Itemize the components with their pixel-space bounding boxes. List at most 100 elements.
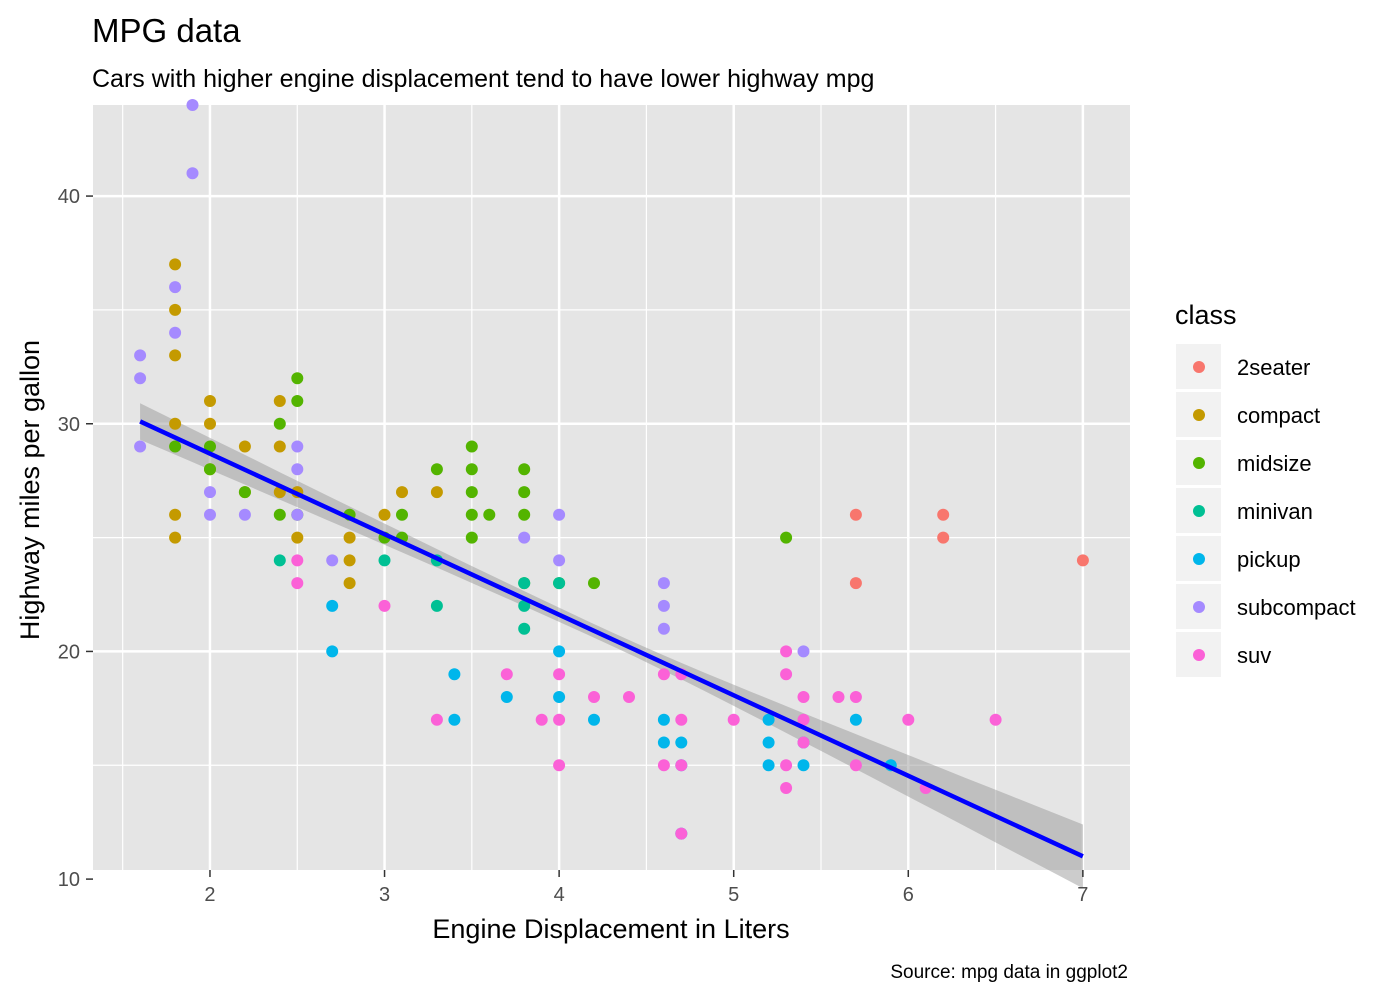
point-compact-3	[169, 417, 182, 430]
point-subcompact-16	[553, 554, 566, 567]
point-minivan-4	[518, 577, 531, 590]
legend-label-midsize: midsize	[1237, 451, 1312, 476]
point-subcompact-5	[186, 99, 199, 111]
point-subcompact-15	[553, 508, 566, 521]
point-pickup-17	[797, 759, 810, 772]
point-suv-5	[535, 713, 548, 726]
point-subcompact-20	[797, 645, 810, 658]
point-suv-12	[657, 759, 670, 772]
point-pickup-0	[326, 599, 339, 612]
point-compact-16	[343, 531, 356, 544]
point-compact-21	[430, 486, 443, 499]
point-pickup-6	[553, 691, 566, 703]
point-midsize-0	[169, 440, 182, 453]
point-midsize-7	[291, 395, 304, 407]
y-tick-label-3: 40	[58, 186, 80, 208]
point-compact-20	[396, 486, 408, 499]
legend-title: class	[1175, 300, 1237, 330]
point-pickup-18	[849, 713, 862, 726]
legend-marker-compact	[1193, 409, 1205, 421]
point-suv-19	[780, 668, 793, 681]
legend-marker-minivan	[1193, 505, 1205, 517]
y-axis-title: Highway miles per gallon	[15, 340, 45, 640]
point-pickup-15	[762, 759, 775, 772]
point-subcompact-6	[186, 167, 199, 180]
point-compact-1	[169, 303, 182, 316]
y-tick-label-0: 10	[58, 869, 80, 891]
legend-label-subcompact: subcompact	[1237, 595, 1356, 620]
legend-marker-subcompact	[1193, 601, 1205, 613]
point-subcompact-2	[134, 440, 147, 453]
point-2seater-0	[849, 508, 862, 521]
point-midsize-19	[483, 508, 496, 521]
point-pickup-5	[553, 645, 566, 658]
legend-label-compact: compact	[1237, 403, 1320, 428]
point-pickup-13	[762, 713, 775, 726]
point-pickup-3	[448, 713, 461, 726]
point-suv-4	[500, 668, 513, 681]
point-suv-21	[780, 782, 793, 794]
point-pickup-4	[500, 691, 513, 703]
point-pickup-1	[326, 645, 339, 658]
point-compact-11	[273, 395, 286, 407]
point-subcompact-14	[518, 531, 531, 544]
point-midsize-16	[465, 486, 478, 499]
point-compact-0	[169, 258, 182, 271]
legend-label-suv: suv	[1237, 643, 1271, 668]
point-subcompact-17	[657, 577, 670, 590]
point-midsize-2	[204, 463, 216, 476]
point-midsize-1	[204, 440, 216, 453]
point-pickup-9	[657, 736, 670, 749]
point-compact-6	[204, 395, 216, 407]
point-suv-15	[675, 759, 688, 772]
point-midsize-5	[273, 508, 286, 521]
point-minivan-7	[553, 577, 566, 590]
point-suv-20	[780, 759, 793, 772]
confidence-band	[140, 403, 1083, 889]
point-suv-3	[430, 713, 443, 726]
point-suv-24	[797, 736, 810, 749]
point-suv-8	[553, 759, 566, 772]
confidence-ribbon	[140, 403, 1083, 889]
x-axis-ticks: 2 3 4 5 6 7	[204, 870, 1088, 906]
chart-subtitle: Cars with higher engine displacement ten…	[92, 65, 874, 93]
point-suv-28	[902, 713, 915, 726]
point-suv-18	[780, 645, 793, 658]
point-suv-27	[849, 759, 862, 772]
point-subcompact-12	[291, 508, 304, 521]
point-midsize-13	[430, 463, 443, 476]
point-subcompact-8	[204, 508, 216, 521]
point-subcompact-0	[134, 349, 147, 362]
x-tick-label-5: 7	[1077, 884, 1088, 906]
point-compact-18	[343, 577, 356, 590]
point-suv-14	[675, 713, 688, 726]
point-minivan-5	[518, 599, 531, 612]
point-pickup-8	[657, 713, 670, 726]
point-2seater-1	[849, 577, 862, 590]
point-midsize-6	[291, 372, 304, 385]
point-compact-12	[273, 440, 286, 453]
point-compact-15	[291, 531, 304, 544]
point-subcompact-18	[657, 599, 670, 612]
point-suv-23	[797, 713, 810, 726]
point-midsize-20	[518, 463, 531, 476]
point-suv-26	[849, 691, 862, 703]
point-midsize-21	[518, 486, 531, 499]
x-tick-label-1: 3	[379, 884, 390, 906]
point-suv-25	[832, 691, 845, 703]
point-midsize-26	[780, 531, 793, 544]
regression-line	[139, 419, 1084, 859]
chart-caption: Source: mpg data in ggplot2	[890, 962, 1128, 983]
point-minivan-0	[273, 554, 286, 567]
point-compact-19	[378, 508, 391, 521]
legend-marker-suv	[1193, 649, 1205, 661]
point-subcompact-10	[291, 440, 304, 453]
y-axis-ticks: 10 20 30 40	[58, 186, 93, 891]
point-midsize-22	[518, 508, 531, 521]
point-suv-0	[291, 554, 304, 567]
chart-title: MPG data	[92, 12, 241, 49]
y-tick-label-2: 30	[58, 414, 80, 436]
data-points	[134, 99, 1089, 840]
legend-label-pickup: pickup	[1237, 547, 1301, 572]
